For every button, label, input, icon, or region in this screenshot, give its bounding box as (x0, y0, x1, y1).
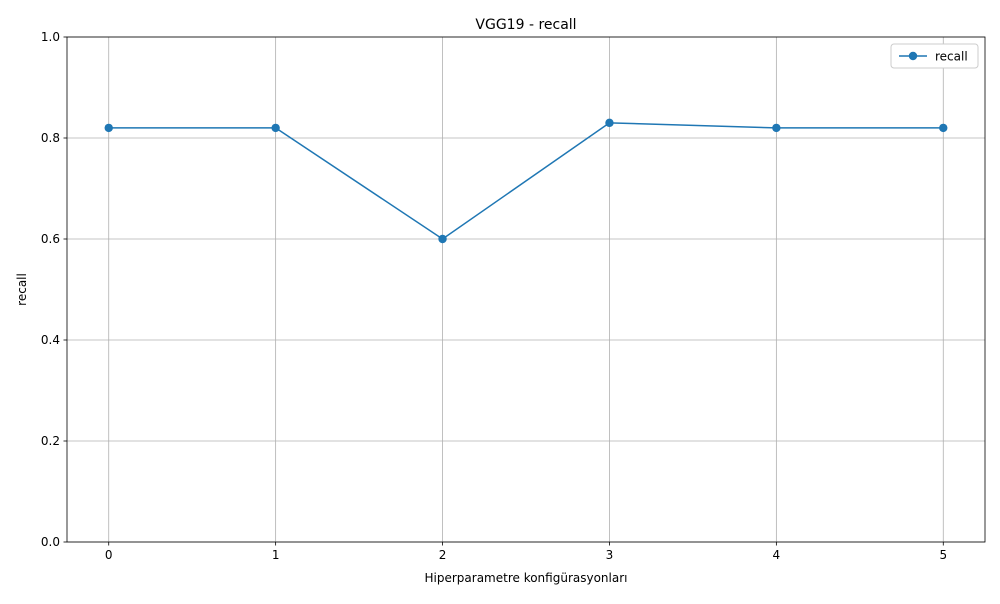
series-layer (104, 118, 948, 244)
data-point (271, 123, 280, 133)
chart-title: VGG19 - recall (475, 17, 576, 33)
x-tick-label: 3 (606, 548, 614, 562)
axes: 0 1 2 3 4 5 0.0 0.2 0.4 0.6 0.8 1.0 (41, 30, 986, 562)
y-tick-label: 1.0 (41, 30, 60, 44)
series-line-recall (108, 122, 944, 240)
x-tick-label: 4 (773, 548, 781, 562)
plot-frame (66, 36, 986, 543)
x-tick-label: 0 (105, 548, 113, 562)
y-tick-label: 0.4 (41, 333, 60, 347)
y-tick-label: 0.2 (41, 434, 60, 448)
grid-lines (67, 36, 985, 543)
y-axis-label: recall (15, 273, 29, 306)
y-tick-label: 0.6 (41, 232, 60, 246)
data-point (939, 123, 948, 133)
legend: recall (890, 43, 979, 69)
x-tick-label: 1 (272, 548, 280, 562)
x-tick-label: 5 (939, 548, 947, 562)
x-tick-label: 2 (439, 548, 447, 562)
legend-box (890, 43, 979, 69)
y-tick-label: 0.0 (41, 535, 60, 549)
legend-marker (908, 51, 918, 61)
y-tick-label: 0.8 (41, 131, 60, 145)
data-point (438, 234, 447, 244)
data-point (104, 123, 113, 133)
x-axis-label: Hiperparametre konfigürasyonları (425, 571, 628, 585)
data-point (772, 123, 781, 133)
data-point (605, 118, 614, 128)
legend-label: recall (935, 50, 968, 64)
